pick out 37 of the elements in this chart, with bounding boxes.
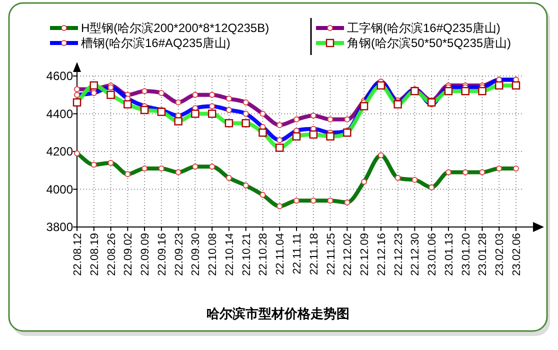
y-tick-label: 4000: [46, 182, 74, 196]
x-tick-label: 23.02.03: [494, 233, 506, 276]
y-tick-label: 4600: [46, 69, 74, 83]
x-tick-label: 22.12.23: [392, 233, 405, 276]
x-tick-label: 23.02.06: [511, 233, 523, 276]
x-tick-label: 22.09.16: [156, 233, 168, 276]
x-tick-label: 22.10.28: [258, 233, 270, 276]
legend-label: 槽钢(哈尔滨16#AQ235唐山): [81, 36, 230, 50]
x-tick-label: 22.11.11: [292, 233, 304, 274]
x-tick-label: 22.08.12: [72, 233, 84, 276]
x-tick-label: 22.12.09: [359, 233, 372, 276]
x-tick-label: 22.12.30: [410, 233, 422, 276]
x-tick-label: 22.11.04: [274, 233, 287, 276]
x-tick-label: 22.10.14: [224, 233, 236, 276]
x-tick-label: 22.08.19: [88, 233, 101, 276]
x-tick-label: 22.10.08: [207, 233, 220, 276]
x-tick-label: 22.08.26: [106, 233, 118, 276]
y-tick-label: 4400: [46, 106, 74, 121]
x-tick-label: 23.01.20: [460, 233, 472, 276]
x-tick-label: 23.01.06: [426, 233, 439, 276]
x-tick-label: 22.10.21: [240, 233, 253, 276]
legend-label: H型钢(哈尔滨200*200*8*12Q235B): [81, 21, 270, 35]
x-tick-label: 23.01.13: [443, 233, 456, 276]
x-tick-label: 22.11.18: [308, 233, 320, 276]
x-tick-label: 22.09.30: [190, 233, 202, 276]
x-tick-label: 22.12.02: [342, 233, 354, 276]
text: 哈尔滨市型材价格走势图: [206, 306, 350, 321]
x-tick-label: 22.09.23: [173, 233, 186, 276]
legend-label: 工字钢(哈尔滨16#Q235唐山): [347, 21, 500, 35]
legend-label: 角钢(哈尔滨50*50*5Q235唐山): [347, 36, 512, 50]
x-tick-label: 23.01.28: [477, 233, 490, 276]
x-tick-label: 22.11.25: [325, 233, 338, 276]
x-tick-label: 22.09.09: [140, 233, 152, 276]
x-tick-label: 22.09.02: [122, 233, 135, 276]
x-tick-label: 22.12.16: [376, 233, 388, 276]
y-tick-label: 4200: [46, 144, 74, 158]
y-tick-label: 3800: [46, 220, 74, 234]
